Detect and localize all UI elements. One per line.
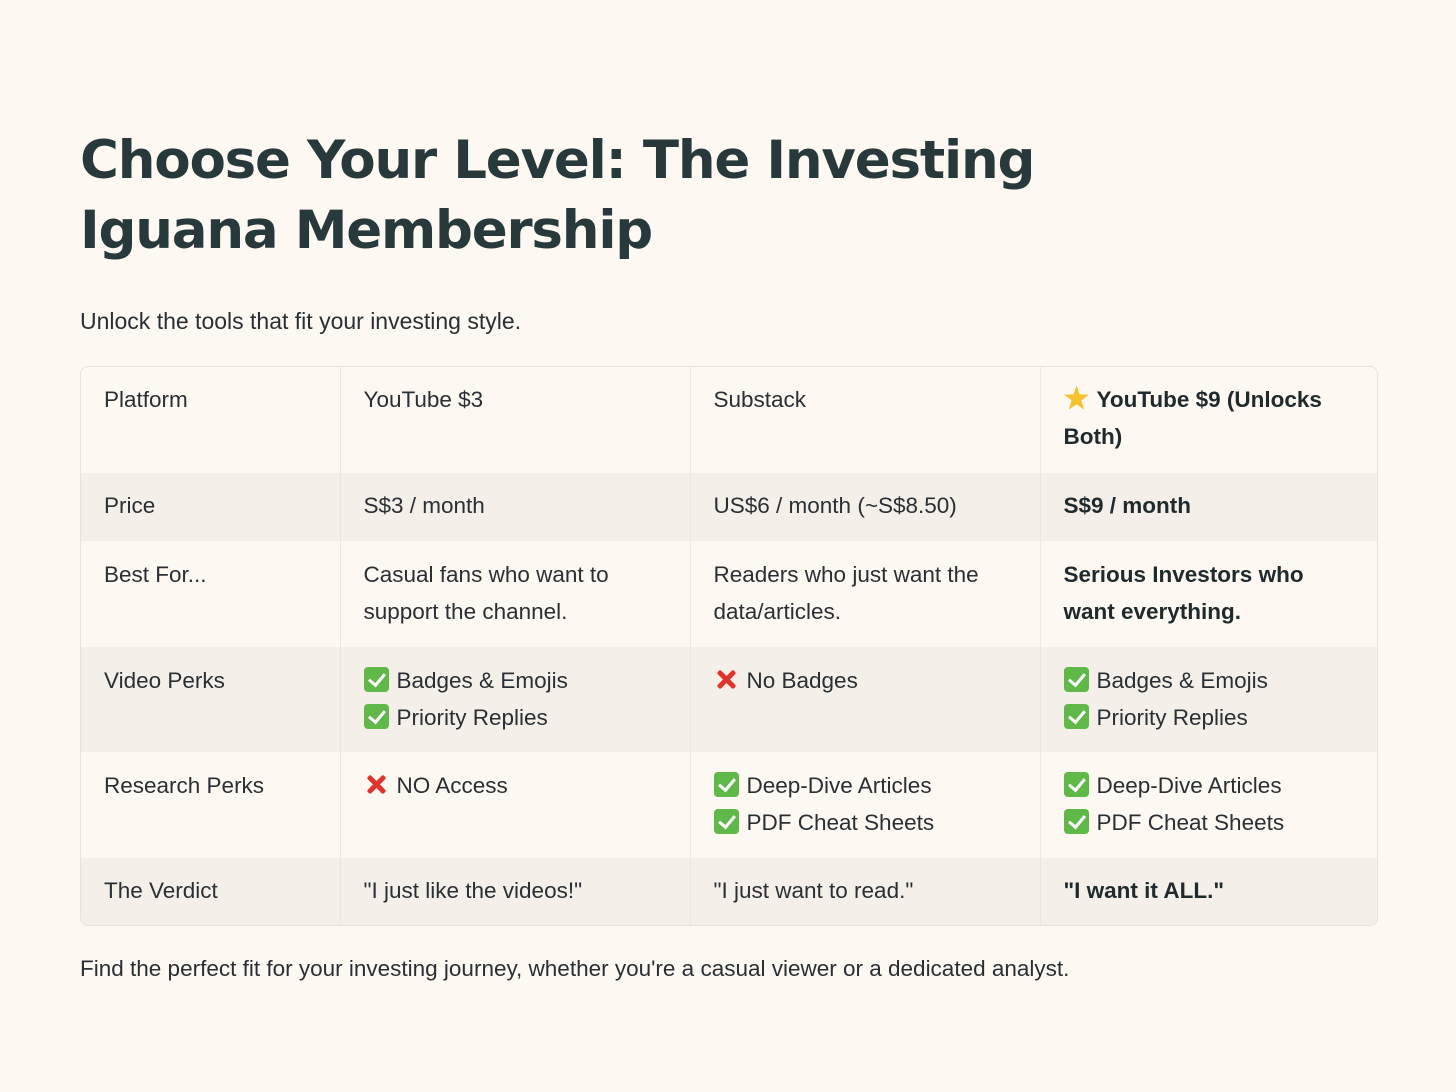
cross-mark-icon	[714, 667, 739, 692]
perk-item: PDF Cheat Sheets	[713, 804, 1018, 841]
verdict-youtube-3: "I just like the videos!"	[340, 858, 691, 925]
footer-text: Find the perfect fit for your investing …	[80, 956, 1070, 981]
column-header-youtube-3: YouTube $3	[340, 367, 691, 473]
perk-label: PDF Cheat Sheets	[746, 810, 935, 835]
column-header-youtube-9: YouTube $9 (Unlocks Both)	[1040, 367, 1377, 473]
video-perks-substack: No Badges	[690, 647, 1041, 752]
row-label-verdict: The Verdict	[81, 858, 341, 925]
check-mark-icon	[1063, 809, 1089, 834]
table-row-best-for: Best For... Casual fans who want to supp…	[81, 541, 1377, 647]
perk-label: No Badges	[746, 668, 858, 693]
star-icon	[1064, 385, 1089, 410]
perk-item: NO Access	[364, 767, 668, 804]
table-row-research-perks: Research Perks NO Access Deep-Dive Artic…	[81, 752, 1377, 858]
row-label-video-perks: Video Perks	[81, 647, 341, 752]
perk-label: Priority Replies	[1096, 705, 1248, 730]
column-header-substack: Substack	[690, 367, 1041, 473]
perk-item: Priority Replies	[363, 699, 668, 736]
cross-mark-icon	[364, 772, 389, 797]
research-perks-youtube-3: NO Access	[340, 752, 691, 858]
verdict-youtube-9: "I want it ALL."	[1040, 858, 1377, 925]
best-for-substack: Readers who just want the data/articles.	[690, 541, 1041, 647]
check-mark-icon	[713, 809, 739, 834]
check-mark-icon	[1063, 772, 1089, 797]
row-label-best-for: Best For...	[81, 541, 341, 647]
page-title: Choose Your Level: The Investing Iguana …	[80, 130, 1035, 261]
perk-label: Badges & Emojis	[396, 668, 568, 693]
video-perks-youtube-9: Badges & Emojis Priority Replies	[1040, 647, 1377, 752]
check-mark-icon	[713, 772, 739, 797]
video-perks-youtube-3: Badges & Emojis Priority Replies	[340, 647, 691, 752]
table-row-price: Price S$3 / month US$6 / month (~S$8.50)…	[81, 473, 1377, 541]
verdict-substack: "I just want to read."	[690, 858, 1041, 925]
row-label-price: Price	[81, 473, 341, 541]
price-youtube-3: S$3 / month	[340, 473, 691, 541]
best-for-youtube-3: Casual fans who want to support the chan…	[340, 541, 691, 647]
perk-item: PDF Cheat Sheets	[1063, 804, 1356, 841]
row-label-research-perks: Research Perks	[81, 752, 341, 858]
perk-item: Priority Replies	[1063, 699, 1356, 736]
column-header-youtube-9-label: YouTube $9 (Unlocks Both)	[1063, 387, 1322, 449]
page-subtitle: Unlock the tools that fit your investing…	[80, 308, 522, 334]
page: Choose Your Level: The Investing Iguana …	[80, 126, 1378, 984]
research-perks-substack: Deep-Dive Articles PDF Cheat Sheets	[690, 752, 1041, 858]
check-mark-icon	[1063, 704, 1089, 729]
price-substack: US$6 / month (~S$8.50)	[690, 473, 1041, 541]
row-label-platform: Platform	[81, 367, 341, 473]
research-perks-youtube-9: Deep-Dive Articles PDF Cheat Sheets	[1040, 752, 1377, 858]
best-for-youtube-9: Serious Investors who want everything.	[1063, 562, 1304, 624]
perk-label: Deep-Dive Articles	[746, 773, 932, 798]
table-row-video-perks: Video Perks Badges & Emojis Priority Rep…	[81, 647, 1377, 752]
check-mark-icon	[1063, 667, 1089, 692]
perk-item: Badges & Emojis	[363, 662, 668, 699]
perk-label: Badges & Emojis	[1096, 668, 1268, 693]
comparison-table: Platform YouTube $3 Substack YouTube $9 …	[81, 367, 1377, 925]
perk-label: Priority Replies	[396, 705, 548, 730]
check-mark-icon	[363, 667, 389, 692]
table-row-verdict: The Verdict "I just like the videos!" "I…	[81, 858, 1377, 925]
perk-item: Badges & Emojis	[1063, 662, 1356, 699]
perk-item: No Badges	[714, 662, 1018, 699]
check-mark-icon	[363, 704, 389, 729]
perk-item: Deep-Dive Articles	[713, 767, 1018, 804]
perk-item: Deep-Dive Articles	[1063, 767, 1356, 804]
table-row-platform: Platform YouTube $3 Substack YouTube $9 …	[81, 367, 1377, 473]
membership-comparison-table: Platform YouTube $3 Substack YouTube $9 …	[80, 366, 1378, 926]
perk-label: PDF Cheat Sheets	[1096, 810, 1285, 835]
perk-label: NO Access	[396, 773, 508, 798]
price-youtube-9: S$9 / month	[1040, 473, 1377, 541]
perk-label: Deep-Dive Articles	[1096, 773, 1282, 798]
